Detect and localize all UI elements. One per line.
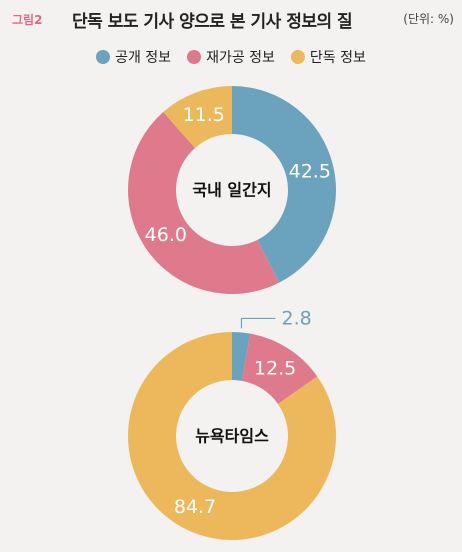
- slice-value-label-1-2: 46.0: [145, 224, 187, 246]
- legend-label-reprocessed: 재가공 정보: [206, 50, 275, 66]
- legend-swatch-public: [96, 50, 111, 64]
- donut-slice-1-3: [163, 86, 232, 148]
- donut-slice-2-3: [127, 332, 336, 540]
- slice-value-label-2-2: 12.5: [254, 358, 296, 380]
- donut-chart-1: 42.5 46.0 11.5 국내 일간지: [128, 86, 337, 294]
- legend-swatch-exclusive: [290, 50, 305, 64]
- legend-label-public: 공개 정보: [115, 50, 172, 66]
- donut-center-label-1: 국내 일간지: [192, 181, 271, 200]
- legend-label-exclusive: 단독 정보: [309, 50, 366, 66]
- donut-slice-1-2: [128, 111, 280, 294]
- legend-item-reprocessed: 재가공 정보: [187, 47, 275, 67]
- slice-value-label-1-3: 11.5: [183, 104, 225, 126]
- legend-swatch-reprocessed: [187, 50, 202, 64]
- donut-center-label-2: 뉴욕타임스: [195, 427, 269, 446]
- figure-label: 그림2: [12, 13, 43, 27]
- slice-value-label-2-1: 2.8: [281, 307, 311, 329]
- donut-slice-1-1: [232, 86, 337, 283]
- legend-item-public: 공개 정보: [96, 47, 171, 67]
- donut-slice-2-1: [232, 332, 251, 381]
- unit-label: (단위: %): [403, 12, 454, 26]
- donut-slice-2-2: [241, 333, 318, 404]
- legend-item-exclusive: 단독 정보: [290, 47, 366, 67]
- slice-value-label-2-3: 84.7: [174, 496, 216, 518]
- legend: 공개 정보 재가공 정보 단독 정보: [0, 47, 462, 67]
- slice-leader-line-2-1: [240, 317, 276, 329]
- donut-chart-2: 2.8 12.5 84.7 뉴욕타임스: [127, 307, 336, 540]
- chart-title: 단독 보도 기사 양으로 본 기사 정보의 질: [72, 12, 353, 32]
- slice-value-label-1-1: 42.5: [289, 160, 331, 182]
